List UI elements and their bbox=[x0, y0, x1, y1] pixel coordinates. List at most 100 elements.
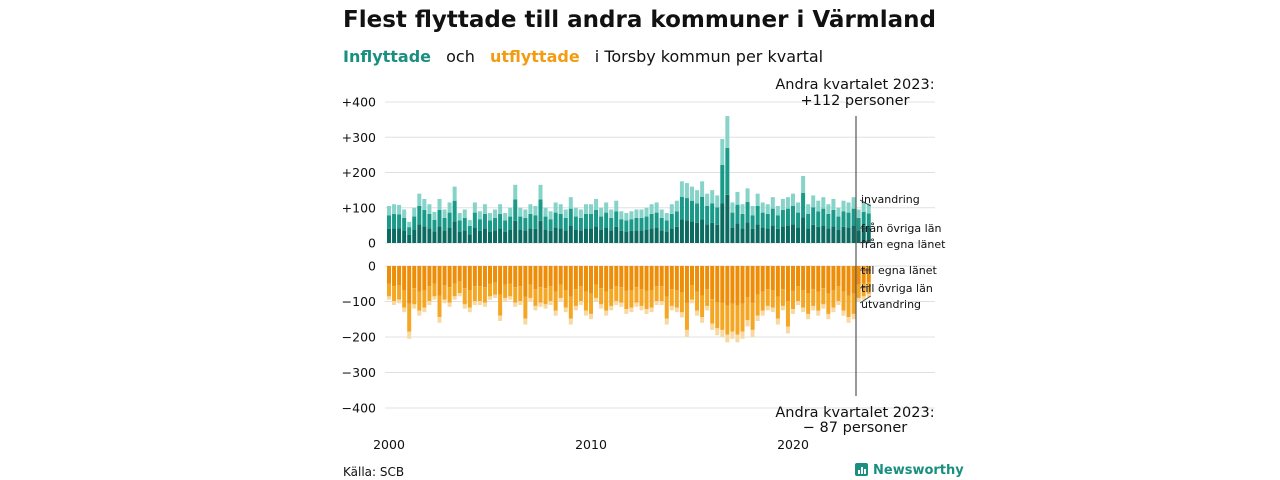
bar-outflow-other-counties bbox=[594, 284, 599, 298]
bar-outflow-own-county bbox=[548, 266, 553, 287]
bar-outflow-own-county bbox=[472, 266, 477, 287]
bar-outflow-other-counties bbox=[437, 295, 442, 318]
bar-outflow-emigration bbox=[548, 301, 553, 306]
bar-inflow-other-counties bbox=[780, 209, 785, 227]
bar-inflow-own-county bbox=[568, 225, 573, 243]
bar-outflow-own-county bbox=[851, 266, 856, 294]
bar-inflow-own-county bbox=[831, 226, 836, 243]
bar-outflow-emigration bbox=[508, 296, 513, 300]
bar-outflow-own-county bbox=[755, 266, 760, 295]
bar-outflow-other-counties bbox=[523, 296, 528, 319]
bar-inflow-other-counties bbox=[770, 208, 775, 226]
bar-outflow-emigration bbox=[659, 301, 664, 306]
bar-inflow-own-county bbox=[846, 227, 851, 243]
bar-inflow-immigration bbox=[846, 202, 851, 213]
bar-inflow-other-counties bbox=[397, 214, 402, 229]
bar-outflow-other-counties bbox=[462, 288, 467, 305]
bar-inflow-other-counties bbox=[841, 211, 846, 227]
bar-outflow-other-counties bbox=[851, 293, 856, 314]
bar-outflow-own-county bbox=[594, 266, 599, 285]
bar-inflow-other-counties bbox=[619, 219, 624, 231]
bar-outflow-own-county bbox=[422, 266, 427, 290]
bar-outflow-emigration bbox=[472, 301, 477, 306]
bar-outflow-own-county bbox=[811, 266, 816, 290]
bar-inflow-immigration bbox=[634, 209, 639, 218]
bar-outflow-emigration bbox=[770, 307, 775, 313]
bar-inflow-immigration bbox=[816, 200, 821, 212]
bar-inflow-other-counties bbox=[634, 217, 639, 231]
bar-inflow-immigration bbox=[720, 139, 725, 166]
bar-inflow-immigration bbox=[503, 213, 508, 221]
bar-inflow-own-county bbox=[775, 228, 780, 243]
bar-outflow-emigration bbox=[573, 305, 578, 311]
bar-inflow-other-counties bbox=[609, 217, 614, 231]
bar-inflow-other-counties bbox=[568, 208, 573, 226]
bar-outflow-emigration bbox=[695, 310, 700, 316]
bar-outflow-emigration bbox=[568, 318, 573, 325]
source-text: Källa: SCB bbox=[343, 465, 404, 479]
bar-inflow-immigration bbox=[614, 200, 619, 212]
bar-inflow-other-counties bbox=[604, 212, 609, 228]
bar-outflow-own-county bbox=[578, 266, 583, 287]
bar-inflow-immigration bbox=[725, 116, 730, 148]
bar-inflow-immigration bbox=[785, 197, 790, 209]
bar-inflow-own-county bbox=[796, 227, 801, 243]
bar-outflow-emigration bbox=[791, 309, 795, 314]
legend: invandring från övriga län från egna länet… bbox=[859, 193, 946, 311]
brand-logo: Newsworthy bbox=[855, 463, 964, 478]
bar-inflow-immigration bbox=[543, 207, 548, 217]
bar-outflow-emigration bbox=[387, 296, 391, 300]
bar-outflow-emigration bbox=[578, 301, 583, 306]
bar-outflow-other-counties bbox=[548, 286, 553, 302]
bar-outflow-own-county bbox=[659, 266, 664, 287]
legend-label-inflow: invandring bbox=[861, 193, 920, 206]
bar-inflow-other-counties bbox=[392, 213, 397, 229]
bar-outflow-own-county bbox=[457, 266, 462, 282]
bar-inflow-immigration bbox=[775, 205, 780, 216]
bar-inflow-immigration bbox=[684, 183, 689, 199]
bar-inflow-own-county bbox=[669, 228, 674, 243]
bar-inflow-other-counties bbox=[831, 209, 836, 227]
subtitle-outflow-word: utflyttade bbox=[490, 47, 580, 66]
bar-outflow-other-counties bbox=[644, 290, 649, 310]
bar-inflow-own-county bbox=[563, 230, 568, 243]
bar-outflow-other-counties bbox=[649, 289, 654, 308]
bar-outflow-other-counties bbox=[674, 289, 679, 308]
bar-inflow-other-counties bbox=[674, 211, 679, 227]
bar-outflow-other-counties bbox=[624, 290, 629, 310]
bar-outflow-emigration bbox=[775, 318, 780, 325]
bar-outflow-own-county bbox=[392, 266, 397, 287]
bar-inflow-own-county bbox=[594, 226, 599, 243]
bar-inflow-own-county bbox=[417, 224, 422, 243]
bar-outflow-emigration bbox=[422, 307, 427, 313]
bar-outflow-other-counties bbox=[508, 283, 513, 297]
bar-inflow-immigration bbox=[791, 193, 795, 206]
bar-outflow-emigration bbox=[624, 309, 629, 314]
bar-inflow-other-counties bbox=[715, 207, 720, 225]
bar-inflow-other-counties bbox=[578, 217, 583, 231]
bar-outflow-emigration bbox=[553, 310, 558, 316]
bar-outflow-emigration bbox=[594, 297, 599, 302]
bar-inflow-other-counties bbox=[684, 198, 689, 221]
bar-inflow-immigration bbox=[518, 207, 523, 217]
bar-inflow-own-county bbox=[488, 231, 492, 243]
bar-outflow-emigration bbox=[649, 307, 654, 313]
bar-inflow-other-counties bbox=[387, 215, 391, 229]
bar-outflow-emigration bbox=[513, 302, 518, 307]
bar-inflow-immigration bbox=[760, 202, 765, 213]
subtitle-and-word: och bbox=[446, 47, 475, 66]
bar-outflow-other-counties bbox=[533, 289, 538, 306]
bar-outflow-own-county bbox=[528, 266, 533, 285]
legend-label-outflow: till egna länet bbox=[861, 264, 937, 277]
bar-outflow-other-counties bbox=[785, 301, 790, 327]
bar-inflow-other-counties bbox=[796, 212, 801, 228]
bar-inflow-own-county bbox=[402, 230, 407, 243]
bar-inflow-other-counties bbox=[422, 209, 427, 227]
bar-outflow-other-counties bbox=[472, 286, 477, 302]
bar-inflow-other-counties bbox=[488, 220, 492, 232]
bar-outflow-own-county bbox=[760, 266, 765, 292]
bar-outflow-other-counties bbox=[861, 283, 866, 297]
bar-outflow-emigration bbox=[442, 299, 447, 304]
bar-inflow-immigration bbox=[750, 205, 755, 216]
bar-outflow-other-counties bbox=[796, 286, 801, 302]
